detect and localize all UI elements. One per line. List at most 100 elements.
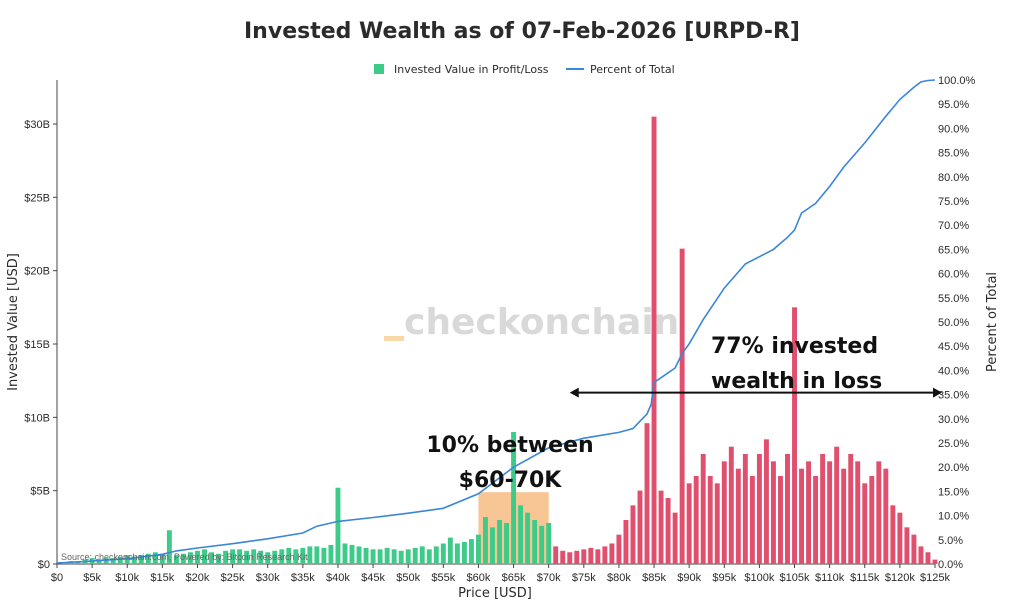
- bar: [841, 469, 846, 564]
- bar: [645, 423, 650, 564]
- arrow-head-left: [570, 388, 579, 398]
- bar: [890, 505, 895, 564]
- bar: [307, 546, 312, 564]
- bar: [462, 542, 467, 564]
- bar: [448, 538, 453, 564]
- legend-label-profit: Invested Value in Profit/Loss: [394, 63, 549, 76]
- bar: [399, 551, 404, 564]
- annotation-loss-line2: wealth in loss: [711, 369, 882, 394]
- bar: [659, 491, 664, 564]
- x-tick-label: $120k: [885, 572, 915, 584]
- bar: [820, 454, 825, 564]
- x-tick-label: $125k: [920, 572, 950, 584]
- bar: [609, 543, 614, 564]
- y2-tick-label: 80.0%: [938, 172, 969, 184]
- bar: [855, 461, 860, 564]
- bar: [525, 513, 530, 564]
- x-tick-label: $20k: [186, 572, 210, 584]
- bar: [652, 117, 657, 564]
- y2-tick-label: 10.0%: [938, 511, 969, 523]
- x-tick-label: $50k: [396, 572, 420, 584]
- y-axis-label: Invested Value [USD]: [6, 253, 21, 391]
- bar: [869, 476, 874, 564]
- bar: [532, 520, 537, 564]
- y2-axis-label: Percent of Total: [985, 272, 1000, 372]
- x-tick-label: $45k: [361, 572, 385, 584]
- bar: [434, 546, 439, 564]
- bar: [729, 447, 734, 564]
- source-text: Source: checkonchain.com, Powered by: Bi…: [61, 552, 308, 562]
- bar: [904, 527, 909, 564]
- annotation-loss-line1: 77% invested: [711, 334, 878, 359]
- bar: [736, 469, 741, 564]
- x-tick-label: $75k: [572, 572, 596, 584]
- annotation-band-line2: $60-70K: [459, 468, 563, 493]
- legend-label-percent: Percent of Total: [590, 63, 675, 76]
- bar: [476, 535, 481, 564]
- bar: [553, 546, 558, 564]
- bar: [483, 517, 488, 564]
- y2-tick-label: 90.0%: [938, 123, 969, 135]
- y2-tick-label: 60.0%: [938, 269, 969, 281]
- bar: [750, 476, 755, 564]
- bar: [406, 549, 411, 564]
- y2-tick-label: 75.0%: [938, 196, 969, 208]
- bar: [574, 551, 579, 564]
- y2-tick-label: 40.0%: [938, 365, 969, 377]
- bar: [848, 454, 853, 564]
- x-tick-label: $25k: [221, 572, 245, 584]
- bar: [806, 461, 811, 564]
- bar: [385, 548, 390, 564]
- urpd-chart: Invested Wealth as of 07-Feb-2026 [URPD-…: [0, 0, 1023, 609]
- bar: [743, 454, 748, 564]
- bar: [602, 546, 607, 564]
- bar: [357, 546, 362, 564]
- bar: [364, 548, 369, 564]
- y-tick-label: $5B: [30, 486, 50, 498]
- x-tick-label: $100k: [744, 572, 774, 584]
- bar: [321, 548, 326, 564]
- bar: [834, 447, 839, 564]
- bar: [490, 527, 495, 564]
- y-tick-label: $25B: [24, 192, 50, 204]
- y2-tick-label: 20.0%: [938, 462, 969, 474]
- x-tick-label: $85k: [642, 572, 666, 584]
- y2-tick-label: 70.0%: [938, 220, 969, 232]
- x-axis-label: Price [USD]: [458, 586, 532, 601]
- bar: [371, 549, 376, 564]
- bar: [314, 546, 319, 564]
- bar: [638, 491, 643, 564]
- bar: [778, 476, 783, 564]
- x-tick-label: $30k: [256, 572, 280, 584]
- bar: [694, 476, 699, 564]
- bar: [911, 535, 916, 564]
- bar: [883, 469, 888, 564]
- bar: [455, 543, 460, 564]
- bar: [560, 551, 565, 564]
- watermark: checkonchain: [404, 302, 679, 343]
- bar: [680, 249, 685, 564]
- legend[interactable]: Invested Value in Profit/Loss Percent of…: [374, 63, 675, 76]
- y2-tick-label: 45.0%: [938, 341, 969, 353]
- x-tick-label: $5k: [83, 572, 101, 584]
- x-tick-label: $80k: [607, 572, 631, 584]
- x-tick-label: $95k: [712, 572, 736, 584]
- bar: [546, 523, 551, 564]
- bar: [539, 526, 544, 564]
- x-tick-label: $60k: [467, 572, 491, 584]
- x-tick-label: $90k: [677, 572, 701, 584]
- y-tick-label: $10B: [24, 412, 50, 424]
- y2-tick-label: 95.0%: [938, 99, 969, 111]
- bar: [518, 505, 523, 564]
- x-tick-label: $115k: [850, 572, 880, 584]
- bar: [764, 439, 769, 564]
- bar: [876, 461, 881, 564]
- x-tick-label: $40k: [326, 572, 350, 584]
- bar: [595, 549, 600, 564]
- y2-axis-ticks: 0.0% 5.0% 10.0% 15.0% 20.0% 25.0% 30.0% 35.0% 40…: [938, 75, 976, 571]
- y2-tick-label: 0.0%: [938, 559, 963, 571]
- bar: [799, 469, 804, 564]
- bar: [701, 454, 706, 564]
- x-axis-ticks: $0 $5k $10k $15k $20k $25k $30k $35k $40k $45k $50…: [51, 564, 951, 584]
- bar: [350, 545, 355, 564]
